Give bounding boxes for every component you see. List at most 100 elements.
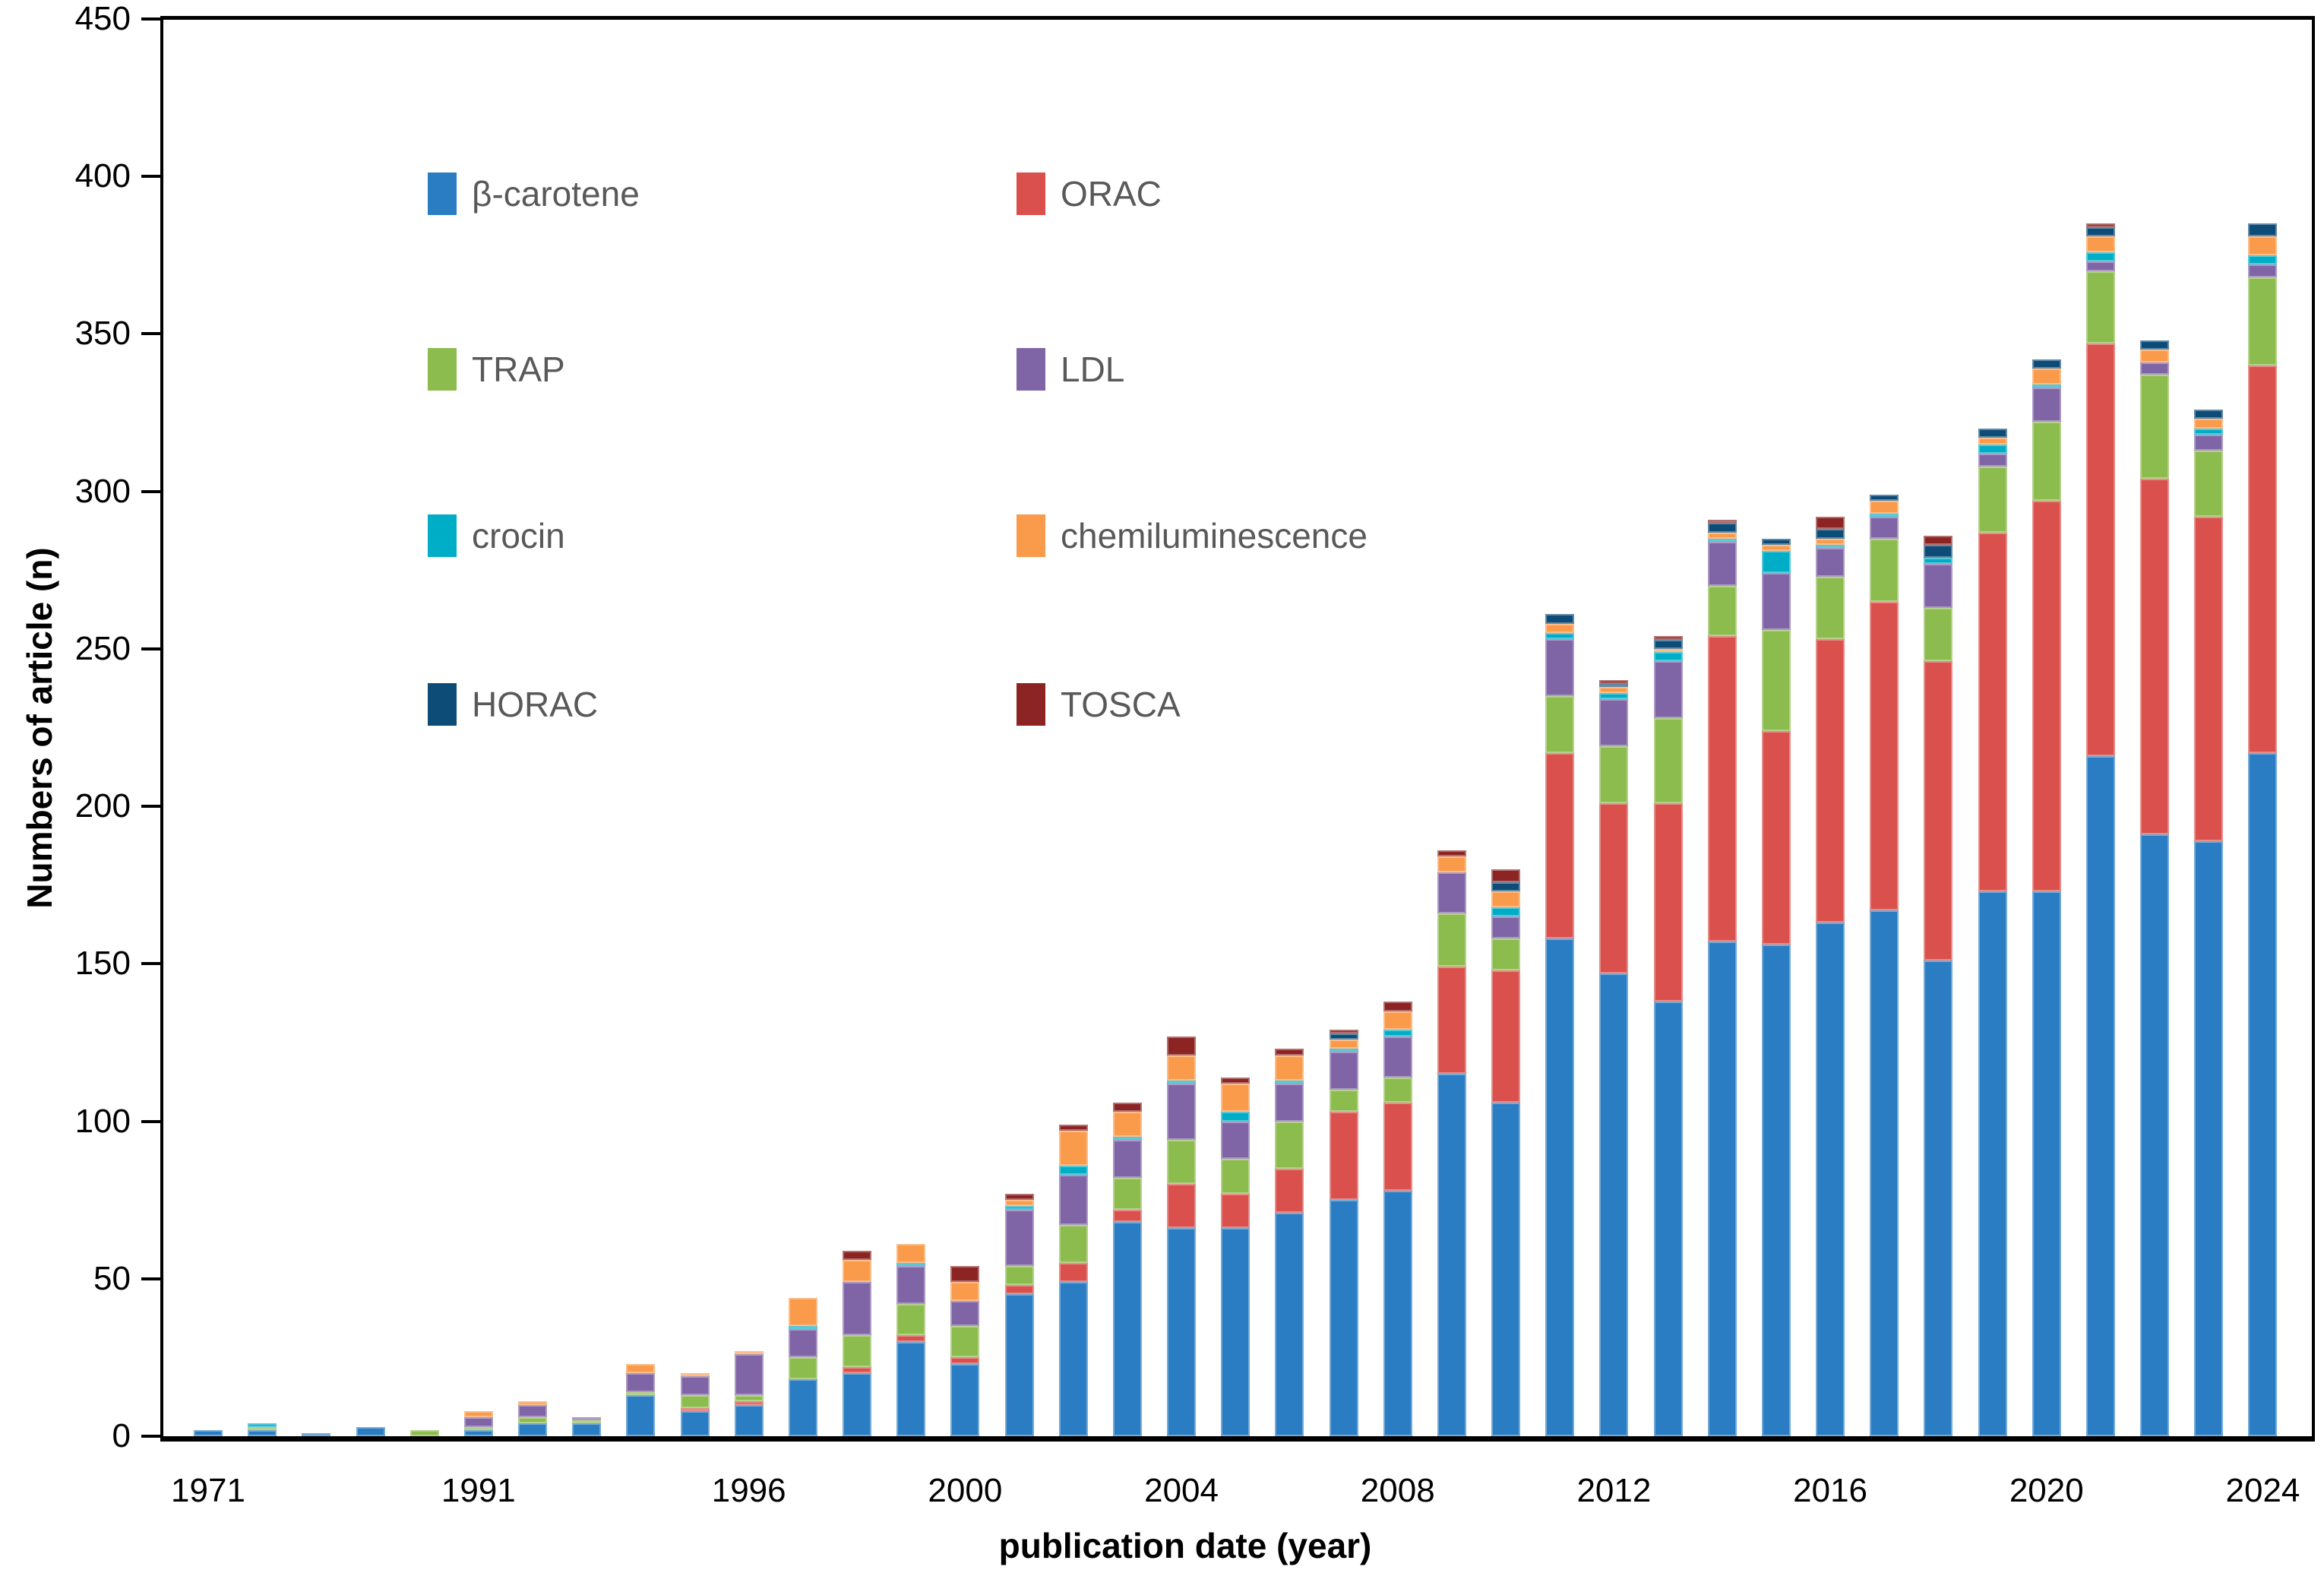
y-tick-label: 0 [112,1417,131,1454]
legend-swatch-chemiluminescence [1017,514,1045,557]
segment-crocin [1978,444,2007,454]
segment-beta-carotene [2085,755,2115,1436]
segment-beta-carotene [1924,961,1953,1436]
legend-label: β-carotene [472,174,640,214]
segment-trap [572,1420,602,1424]
segment-chemiluminescence [626,1363,656,1374]
segment-chemiluminescence [843,1259,872,1282]
legend-swatch-horac [428,683,457,726]
segment-beta-carotene [2194,840,2224,1436]
segment-crocin [1004,1206,1034,1210]
segment-chemiluminescence [2194,419,2224,429]
segment-orac [2140,479,2170,835]
segment-chemiluminescence [1978,438,2007,445]
y-tick-label: 200 [74,787,131,825]
segment-ldl [1167,1083,1197,1141]
segment-orac [1112,1209,1142,1223]
legend-label: TRAP [472,350,565,389]
y-tick-label: 450 [74,0,131,37]
segment-crocin [2032,384,2061,388]
legend-label: chemiluminescence [1061,516,1368,555]
segment-trap [1167,1140,1197,1185]
legend-item-crocin: crocin [428,507,565,565]
segment-tosca [950,1266,980,1282]
segment-ldl [1112,1140,1142,1179]
plot-border-right [2312,16,2315,1442]
segment-trap [950,1325,980,1358]
segment-orac [1599,802,1629,973]
segment-beta-carotene [896,1341,926,1436]
segment-orac [1924,661,1953,961]
bar-2004 [1167,1036,1197,1436]
segment-horac [2032,359,2061,369]
segment-crocin [1870,513,1899,517]
segment-orac [950,1357,980,1364]
segment-chemiluminescence [1275,1055,1304,1081]
bar-year-28 [1653,636,1683,1436]
plot-border-top [160,16,2315,20]
segment-crocin [1924,557,1953,564]
segment-beta-carotene [734,1404,764,1436]
segment-orac [2085,343,2115,756]
segment-beta-carotene [1167,1228,1197,1436]
segment-ldl [788,1329,817,1358]
segment-orac [1707,636,1737,942]
segment-crocin [1491,907,1521,917]
segment-horac [2085,226,2115,236]
legend-item-trap: TRAP [428,340,565,398]
segment-trap [843,1335,872,1367]
bar-year-38 [2194,409,2224,1436]
segment-beta-carotene [1761,945,1791,1436]
legend-swatch-orac [1017,172,1045,215]
segment-ldl [626,1373,656,1392]
bar-year-14 [896,1244,926,1436]
y-tick-mark [141,1277,163,1280]
segment-beta-carotene [1329,1200,1358,1436]
x-axis-title: publication date (year) [998,1526,1372,1565]
segment-ldl [1329,1052,1358,1090]
segment-chemiluminescence [1545,623,1575,634]
segment-orac [2248,365,2278,753]
bar-year-29 [1707,520,1737,1436]
segment-trap [896,1303,926,1336]
segment-chemiluminescence [950,1281,980,1301]
segment-ldl [2248,264,2278,277]
bar-2012 [1599,680,1629,1436]
segment-trap [1329,1090,1358,1112]
segment-orac [1816,639,1845,923]
segment-ldl [1004,1209,1034,1267]
segment-beta-carotene [518,1423,548,1436]
segment-tosca [1653,636,1683,640]
segment-orac [1275,1168,1304,1213]
segment-horac [2194,409,2224,419]
bar-1996 [734,1351,764,1436]
segment-tosca [1924,535,1953,546]
segment-trap [1112,1178,1142,1210]
segment-ldl [1978,453,2007,467]
segment-beta-carotene [1599,973,1629,1436]
segment-chemiluminescence [1112,1112,1142,1138]
segment-crocin [1221,1112,1251,1122]
segment-crocin [788,1325,817,1330]
segment-ldl [1275,1083,1304,1122]
segment-tosca [1599,680,1629,684]
bar-year-10 [680,1373,710,1436]
segment-ldl [734,1354,764,1396]
bar-year-32 [1870,494,1899,1436]
bar-year-24 [1437,850,1466,1436]
segment-ldl [1653,661,1683,719]
bar-year-21 [1275,1049,1304,1436]
segment-crocin [1112,1137,1142,1141]
segment-chemiluminescence [2085,236,2115,252]
segment-crocin [2194,428,2224,435]
bar-year-18 [1112,1102,1142,1436]
segment-chemiluminescence [734,1351,764,1355]
segment-chemiluminescence [463,1410,493,1418]
segment-ldl [1761,573,1791,631]
y-tick-mark [141,805,163,809]
segment-crocin [2248,255,2278,265]
x-tick-label: 2024 [2225,1472,2300,1509]
segment-ldl [843,1281,872,1336]
segment-chemiluminescence [2140,350,2170,362]
